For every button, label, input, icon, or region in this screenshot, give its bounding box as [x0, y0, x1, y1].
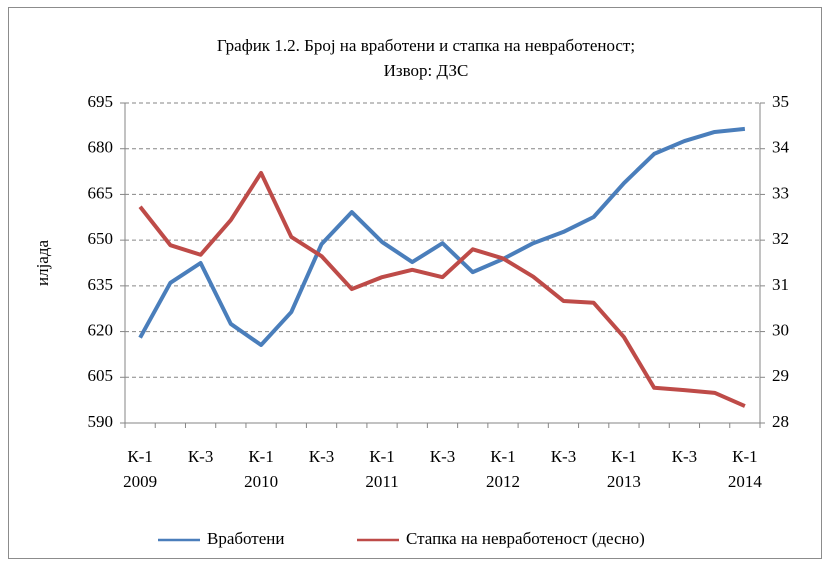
y-tick-label: 665 — [88, 183, 114, 202]
x-tick-year: 2010 — [244, 472, 278, 491]
x-tick-year: 2013 — [607, 472, 641, 491]
x-tick-label: К-3 — [430, 447, 456, 466]
y2-tick-label: 33 — [772, 183, 789, 202]
y-axis-label: илјада — [33, 240, 52, 286]
x-tick-label: К-1 — [732, 447, 758, 466]
chart-subtitle: Извор: ДЗС — [384, 61, 469, 80]
x-tick-label: К-3 — [551, 447, 577, 466]
x-tick-label: К-1 — [611, 447, 637, 466]
x-tick-label: К-3 — [188, 447, 214, 466]
x-tick-label: К-3 — [672, 447, 698, 466]
x-tick-label: К-1 — [369, 447, 395, 466]
x-tick-year: 2014 — [728, 472, 763, 491]
y-tick-label: 695 — [88, 92, 114, 111]
y2-tick-label: 29 — [772, 366, 789, 385]
y2-tick-label: 34 — [772, 138, 790, 157]
x-tick-label: К-1 — [127, 447, 153, 466]
legend-label: Вработени — [207, 529, 284, 548]
x-tick-label: К-1 — [490, 447, 516, 466]
legend-label: Стапка на невработеност (десно) — [406, 529, 645, 548]
y2-tick-label: 28 — [772, 412, 789, 431]
y-tick-label: 635 — [88, 275, 114, 294]
y-tick-label: 680 — [88, 138, 114, 157]
x-tick-year: 2011 — [365, 472, 398, 491]
x-tick-year: 2012 — [486, 472, 520, 491]
chart-title: График 1.2. Број на вработени и стапка н… — [217, 36, 635, 55]
y2-tick-label: 32 — [772, 229, 789, 248]
series-line — [138, 170, 746, 408]
x-tick-label: К-1 — [248, 447, 274, 466]
y2-tick-label: 35 — [772, 92, 789, 111]
y-tick-label: 620 — [88, 320, 114, 339]
x-tick-year: 2009 — [123, 472, 157, 491]
y-tick-label: 590 — [88, 412, 114, 431]
series-line — [138, 126, 746, 347]
y2-tick-label: 31 — [772, 275, 789, 294]
y-tick-label: 605 — [88, 366, 114, 385]
y2-tick-label: 30 — [772, 320, 789, 339]
y-tick-label: 650 — [88, 229, 114, 248]
chart-frame — [8, 7, 822, 559]
x-tick-label: К-3 — [309, 447, 335, 466]
